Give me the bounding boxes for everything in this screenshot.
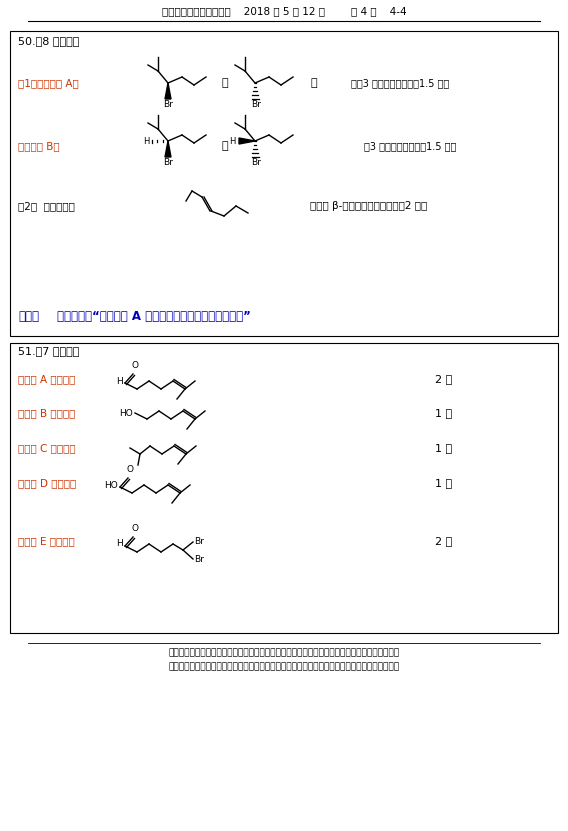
Text: 1 分: 1 分 xyxy=(435,478,452,488)
Text: 化合物 B 的结构：: 化合物 B 的结构： xyxy=(18,408,76,418)
Text: 1 分: 1 分 xyxy=(435,408,452,418)
Text: HO: HO xyxy=(105,480,118,489)
FancyBboxPatch shape xyxy=(10,31,558,336)
Polygon shape xyxy=(165,141,171,157)
FancyBboxPatch shape xyxy=(10,343,558,633)
Text: 化合物 E 的结构：: 化合物 E 的结构： xyxy=(18,536,75,546)
Text: Br: Br xyxy=(163,100,173,109)
Text: 原题本应为“写出产物 A 在强碱作用下得到的产物的结构”: 原题本应为“写出产物 A 在强碱作用下得到的产物的结构” xyxy=(57,309,251,322)
Text: O: O xyxy=(132,524,139,533)
Text: 化合物 D 的结构：: 化合物 D 的结构： xyxy=(18,478,76,488)
Text: Br: Br xyxy=(251,158,261,167)
Text: Br: Br xyxy=(194,537,204,545)
Text: O: O xyxy=(127,465,133,474)
Text: 竞赛负责人授权，任何人不得翻印、不得在出版物或互联网网站上转载、贩卖、营利，否则追究。: 竞赛负责人授权，任何人不得翻印、不得在出版物或互联网网站上转载、贩卖、营利，否则… xyxy=(169,662,399,671)
Text: 2 分: 2 分 xyxy=(435,374,452,384)
Text: ；（3 分，每个结构式咄1.5 分）: ；（3 分，每个结构式咄1.5 分） xyxy=(351,78,449,88)
Text: 1 分: 1 分 xyxy=(435,443,452,453)
Text: Br: Br xyxy=(251,100,261,109)
Text: （2）  主要产物：: （2） 主要产物： xyxy=(18,201,75,211)
Text: 51.（7 分）答：: 51.（7 分）答： xyxy=(18,346,80,356)
Text: H: H xyxy=(116,539,123,548)
Text: 化合物 A 的结构：: 化合物 A 的结构： xyxy=(18,374,76,384)
Polygon shape xyxy=(165,83,171,99)
Text: 郑重声明：本试题及答案的版权属广东省化学学会和广西化学化工学会共同所有，未经两学会化学: 郑重声明：本试题及答案的版权属广东省化学学会和广西化学化工学会共同所有，未经两学… xyxy=(169,648,399,657)
Text: （1）反应产物 A：: （1）反应产物 A： xyxy=(18,78,79,88)
Text: 50.（8 分）答：: 50.（8 分）答： xyxy=(18,36,80,46)
Text: ；: ； xyxy=(311,78,318,88)
Text: Br: Br xyxy=(163,158,173,167)
Text: 和: 和 xyxy=(222,78,228,88)
Text: Br: Br xyxy=(194,554,204,563)
Text: 备注：: 备注： xyxy=(18,309,39,322)
Text: 化合物 C 的结构：: 化合物 C 的结构： xyxy=(18,443,76,453)
Text: HO: HO xyxy=(119,409,133,417)
Polygon shape xyxy=(239,138,255,144)
Text: H: H xyxy=(229,136,236,145)
Text: （发生 β-碳原子上氢的消除）（2 分）: （发生 β-碳原子上氢的消除）（2 分） xyxy=(310,201,427,211)
Text: O: O xyxy=(132,361,139,370)
Text: 和: 和 xyxy=(222,141,228,151)
Text: （3 分，每个结构式咄1.5 分）: （3 分，每个结构式咄1.5 分） xyxy=(364,141,456,151)
Text: H: H xyxy=(143,136,149,145)
Text: 反应产物 B：: 反应产物 B： xyxy=(18,141,60,151)
Text: H: H xyxy=(116,376,123,386)
Text: 高中学生化学竞赛答题卷    2018 年 5 月 12 日        共 4 页    4-4: 高中学生化学竞赛答题卷 2018 年 5 月 12 日 共 4 页 4-4 xyxy=(162,6,406,16)
Text: 2 分: 2 分 xyxy=(435,536,452,546)
